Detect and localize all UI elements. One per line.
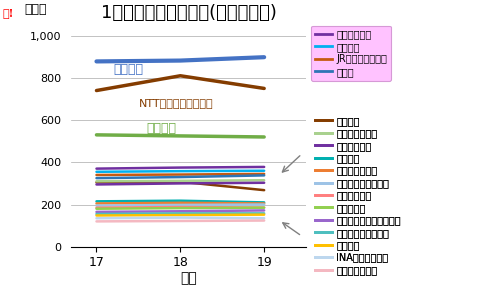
X-axis label: 年度: 年度 [180, 271, 197, 285]
Y-axis label: （人）: （人） [25, 3, 47, 16]
Title: 1級建築士の人数推移(設計事務所): 1級建築士の人数推移(設計事務所) [100, 4, 276, 22]
Text: NTTファシリティーズ: NTTファシリティーズ [138, 98, 213, 108]
Text: 日本設計: 日本設計 [146, 122, 177, 135]
Text: マ!: マ! [2, 7, 14, 18]
Text: 日建設計: 日建設計 [113, 63, 143, 76]
Legend: 山下設計, 石本建築事務所, 佐藤総合計画, 大建設計, 東畲建築事務所, 安井建築設計事務所, 松田平田設計, 日立建設計, 東急設計コンサルタント, アール: 山下設計, 石本建築事務所, 佐藤総合計画, 大建設計, 東畲建築事務所, 安井… [310, 112, 404, 279]
